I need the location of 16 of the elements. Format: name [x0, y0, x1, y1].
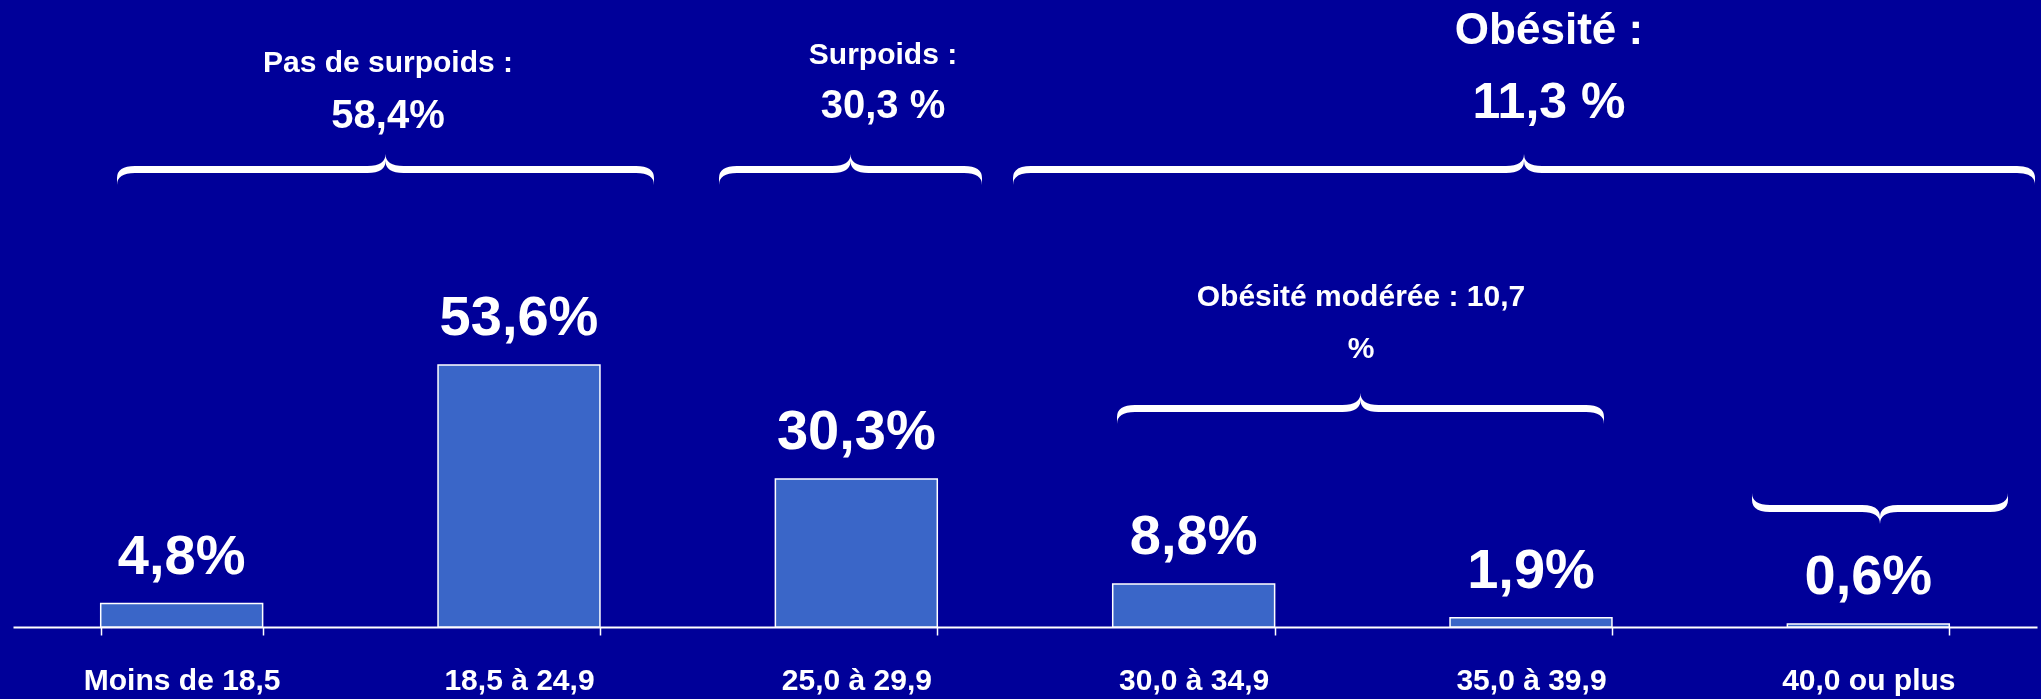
data-label: 1,9% [1467, 536, 1595, 600]
x-tick-label: 18,5 à 24,9 [444, 662, 595, 696]
x-tick-label: 40,0 ou plus [1782, 662, 1956, 696]
data-label: 4,8% [117, 522, 246, 586]
text: Pas de surpoids : 58,4% [262, 45, 514, 136]
data-label: 8,8% [1129, 502, 1258, 566]
x-tick-label: 30,0 à 34,9 [1119, 662, 1270, 696]
x-tick-label: 35,0 à 39,9 [1456, 662, 1607, 696]
x-tick-label: 25,0 à 29,9 [781, 662, 932, 696]
data-label: 30,3% [776, 397, 936, 461]
text: Obésité : 11,3 % [1454, 4, 1644, 129]
data-label: 53,6% [439, 284, 599, 347]
text: Obésité modérée : 10,7 % [1196, 279, 1526, 364]
text: Surpoids : 30,3 % [808, 37, 958, 126]
data-label: 0,6% [1804, 543, 1933, 607]
x-tick-label: Moins de 18,5 [83, 662, 281, 696]
